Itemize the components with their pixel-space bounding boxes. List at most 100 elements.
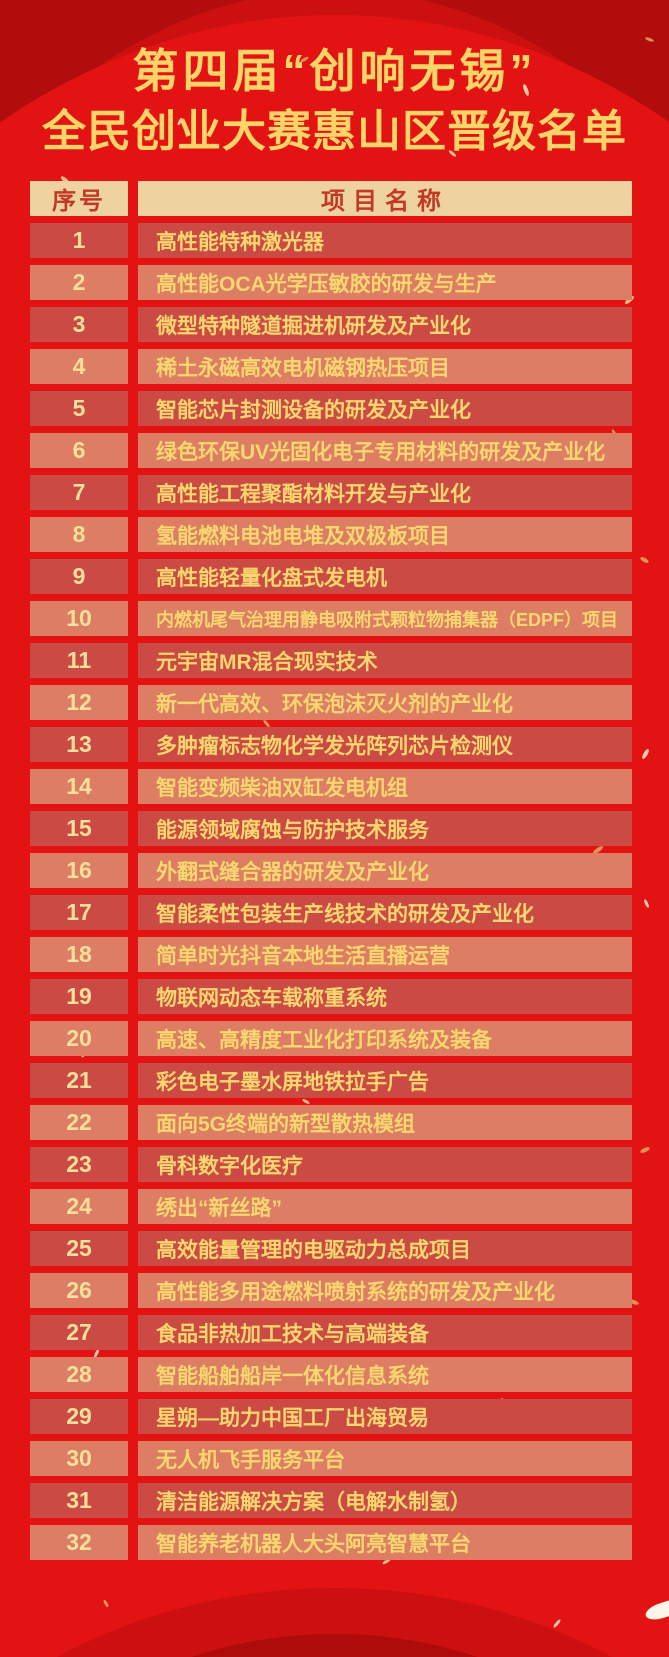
row-index-cell: 11 — [30, 643, 128, 678]
row-index-cell: 1 — [30, 223, 128, 258]
row-index-cell: 30 — [30, 1441, 128, 1476]
row-index-cell: 15 — [30, 811, 128, 846]
table-rows-container: 1 高性能特种激光器 2 高性能OCA光学压敏胶的研发与生产 3 微型特种隧道掘… — [30, 223, 632, 1560]
row-index-cell: 25 — [30, 1231, 128, 1266]
table-row: 24 绣出“新丝路” — [30, 1189, 632, 1224]
row-project-name-cell: 智能柔性包装生产线技术的研发及产业化 — [138, 895, 632, 930]
table-row: 10 内燃机尾气治理用静电吸附式颗粒物捕集器（EDPF）项目 — [30, 601, 632, 636]
row-index-cell: 29 — [30, 1399, 128, 1434]
row-project-name-cell: 稀土永磁高效电机磁钢热压项目 — [138, 349, 632, 384]
row-project-name-cell: 高性能特种激光器 — [138, 223, 632, 258]
row-index-cell: 32 — [30, 1525, 128, 1560]
table-row: 9 高性能轻量化盘式发电机 — [30, 559, 632, 594]
row-project-name-cell: 高性能轻量化盘式发电机 — [138, 559, 632, 594]
table-row: 18 简单时光抖音本地生活直播运营 — [30, 937, 632, 972]
row-project-name-cell: 高性能工程聚酯材料开发与产业化 — [138, 475, 632, 510]
table-row: 17 智能柔性包装生产线技术的研发及产业化 — [30, 895, 632, 930]
confetti-speck — [102, 1599, 110, 1608]
table-row: 21 彩色电子墨水屏地铁拉手广告 — [30, 1063, 632, 1098]
row-index-cell: 20 — [30, 1021, 128, 1056]
row-index-cell: 4 — [30, 349, 128, 384]
row-index-cell: 22 — [30, 1105, 128, 1140]
row-project-name-cell: 清洁能源解决方案（电解水制氢） — [138, 1483, 632, 1518]
table-row: 26 高性能多用途燃料喷射系统的研发及产业化 — [30, 1273, 632, 1308]
row-project-name-cell: 高性能多用途燃料喷射系统的研发及产业化 — [138, 1273, 632, 1308]
row-project-name-cell: 绣出“新丝路” — [138, 1189, 632, 1224]
row-project-name-cell: 无人机飞手服务平台 — [138, 1441, 632, 1476]
row-project-name-cell: 绿色环保UV光固化电子专用材料的研发及产业化 — [138, 433, 632, 468]
row-project-name-cell: 面向5G终端的新型散热模组 — [138, 1105, 632, 1140]
row-project-name-cell: 高速、高精度工业化打印系统及装备 — [138, 1021, 632, 1056]
row-index-cell: 8 — [30, 517, 128, 552]
bottom-right-paper-sliver — [643, 1598, 669, 1623]
row-index-cell: 23 — [30, 1147, 128, 1182]
table-row: 11 元宇宙MR混合现实技术 — [30, 643, 632, 678]
row-project-name-cell: 新一代高效、环保泡沫灭火剂的产业化 — [138, 685, 632, 720]
table-row: 30 无人机飞手服务平台 — [30, 1441, 632, 1476]
table-row: 19 物联网动态车载称重系统 — [30, 979, 632, 1014]
table-row: 1 高性能特种激光器 — [30, 223, 632, 258]
row-index-cell: 2 — [30, 265, 128, 300]
row-index-cell: 5 — [30, 391, 128, 426]
table-row: 8 氢能燃料电池电堆及双极板项目 — [30, 517, 632, 552]
table-row: 25 高效能量管理的电驱动力总成项目 — [30, 1231, 632, 1266]
row-index-cell: 17 — [30, 895, 128, 930]
table-row: 14 智能变频柴油双缸发电机组 — [30, 769, 632, 804]
row-index-cell: 21 — [30, 1063, 128, 1098]
table-row: 22 面向5G终端的新型散热模组 — [30, 1105, 632, 1140]
table-row: 29 星朔—助力中国工厂出海贸易 — [30, 1399, 632, 1434]
row-project-name-cell: 元宇宙MR混合现实技术 — [138, 643, 632, 678]
row-project-name-cell: 星朔—助力中国工厂出海贸易 — [138, 1399, 632, 1434]
table-row: 20 高速、高精度工业化打印系统及装备 — [30, 1021, 632, 1056]
row-index-cell: 6 — [30, 433, 128, 468]
row-index-cell: 16 — [30, 853, 128, 888]
poster-title-line2: 全民创业大赛惠山区晋级名单 — [42, 106, 627, 156]
row-project-name-cell: 简单时光抖音本地生活直播运营 — [138, 937, 632, 972]
poster-title-line1: 第四届“创响无锡” — [132, 45, 537, 97]
row-index-cell: 3 — [30, 307, 128, 342]
row-project-name-cell: 高性能OCA光学压敏胶的研发与生产 — [138, 265, 632, 300]
table-row: 15 能源领域腐蚀与防护技术服务 — [30, 811, 632, 846]
row-project-name-cell: 高效能量管理的电驱动力总成项目 — [138, 1231, 632, 1266]
table-row: 12 新一代高效、环保泡沫灭火剂的产业化 — [30, 685, 632, 720]
table-row: 3 微型特种隧道掘进机研发及产业化 — [30, 307, 632, 342]
table-row: 27 食品非热加工技术与高端装备 — [30, 1315, 632, 1350]
row-index-cell: 9 — [30, 559, 128, 594]
row-index-cell: 28 — [30, 1357, 128, 1392]
row-index-cell: 27 — [30, 1315, 128, 1350]
table-row: 4 稀土永磁高效电机磁钢热压项目 — [30, 349, 632, 384]
row-project-name-cell: 微型特种隧道掘进机研发及产业化 — [138, 307, 632, 342]
row-project-name-cell: 智能芯片封测设备的研发及产业化 — [138, 391, 632, 426]
table-row: 32 智能养老机器人大头阿亮智慧平台 — [30, 1525, 632, 1560]
promotion-list-table: 序号 项目名称 1 高性能特种激光器 2 高性能OCA光学压敏胶的研发与生产 3… — [30, 181, 632, 1567]
row-index-cell: 31 — [30, 1483, 128, 1518]
table-row: 16 外翻式缝合器的研发及产业化 — [30, 853, 632, 888]
row-index-cell: 19 — [30, 979, 128, 1014]
row-project-name-cell: 氢能燃料电池电堆及双极板项目 — [138, 517, 632, 552]
row-project-name-cell: 物联网动态车载称重系统 — [138, 979, 632, 1014]
row-project-name-cell: 智能变频柴油双缸发电机组 — [138, 769, 632, 804]
row-project-name-cell: 食品非热加工技术与高端装备 — [138, 1315, 632, 1350]
confetti-speck — [552, 1618, 562, 1629]
table-row: 23 骨科数字化医疗 — [30, 1147, 632, 1182]
table-row: 7 高性能工程聚酯材料开发与产业化 — [30, 475, 632, 510]
row-project-name-cell: 智能养老机器人大头阿亮智慧平台 — [138, 1525, 632, 1560]
row-index-cell: 24 — [30, 1189, 128, 1224]
row-project-name-cell: 彩色电子墨水屏地铁拉手广告 — [138, 1063, 632, 1098]
row-index-cell: 7 — [30, 475, 128, 510]
poster-title: 第四届“创响无锡” 全民创业大赛惠山区晋级名单 — [0, 46, 669, 156]
column-header-project-name: 项目名称 — [138, 181, 632, 216]
table-row: 5 智能芯片封测设备的研发及产业化 — [30, 391, 632, 426]
row-index-cell: 26 — [30, 1273, 128, 1308]
table-row: 28 智能船舶船岸一体化信息系统 — [30, 1357, 632, 1392]
row-index-cell: 12 — [30, 685, 128, 720]
table-row: 13 多肿瘤标志物化学发光阵列芯片检测仪 — [30, 727, 632, 762]
table-header-row: 序号 项目名称 — [30, 181, 632, 216]
row-index-cell: 10 — [30, 601, 128, 636]
row-project-name-cell: 内燃机尾气治理用静电吸附式颗粒物捕集器（EDPF）项目 — [138, 601, 632, 636]
row-project-name-cell: 多肿瘤标志物化学发光阵列芯片检测仪 — [138, 727, 632, 762]
row-index-cell: 14 — [30, 769, 128, 804]
row-project-name-cell: 外翻式缝合器的研发及产业化 — [138, 853, 632, 888]
table-row: 6 绿色环保UV光固化电子专用材料的研发及产业化 — [30, 433, 632, 468]
